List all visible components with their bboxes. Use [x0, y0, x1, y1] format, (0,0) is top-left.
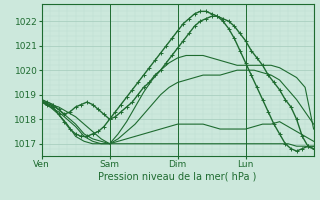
X-axis label: Pression niveau de la mer( hPa ): Pression niveau de la mer( hPa ) — [99, 172, 257, 182]
